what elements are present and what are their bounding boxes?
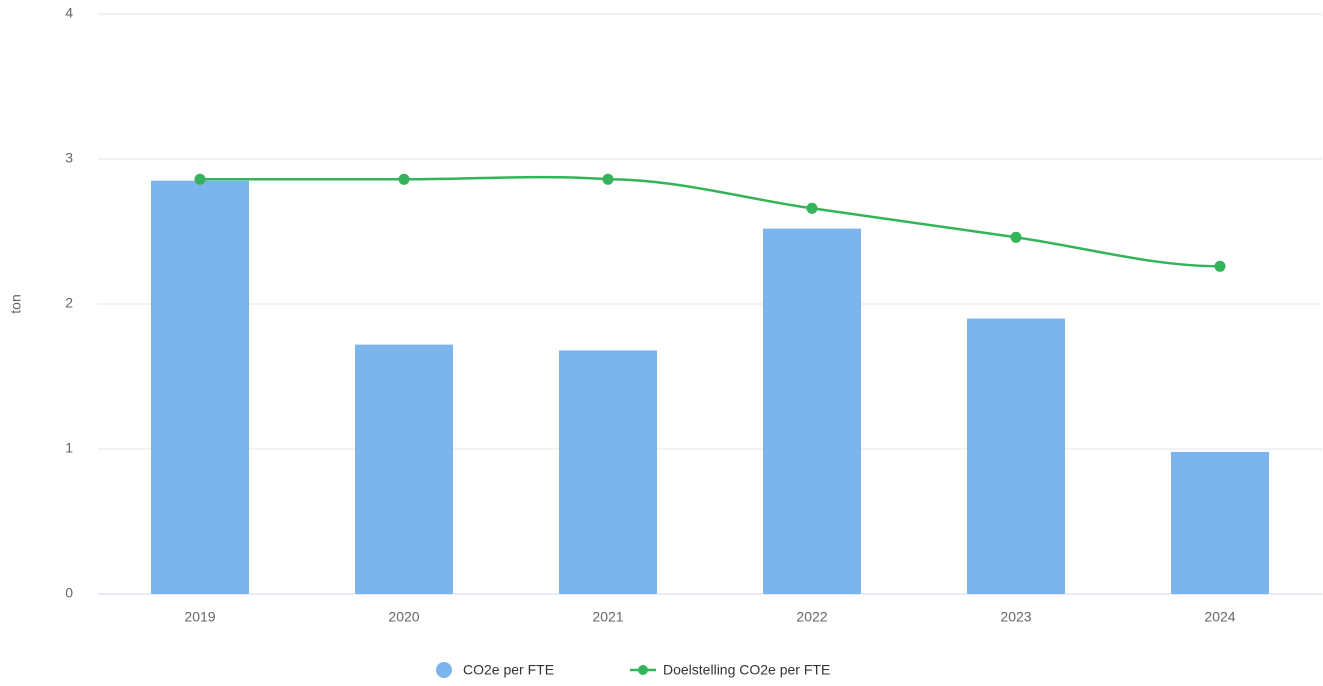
y-tick-label: 0	[65, 585, 73, 601]
bar	[151, 180, 249, 594]
line-point	[398, 173, 410, 185]
line-point	[806, 202, 818, 214]
x-tick-label: 2023	[1000, 609, 1031, 625]
legend-label: Doelstelling CO2e per FTE	[663, 662, 830, 678]
bar	[559, 350, 657, 594]
line-point	[1214, 260, 1226, 272]
legend-item: Doelstelling CO2e per FTE	[630, 662, 830, 678]
bar	[763, 228, 861, 594]
line	[200, 175, 1221, 268]
bar	[355, 344, 453, 594]
y-tick-label: 4	[65, 5, 73, 21]
legend-symbol	[638, 665, 648, 675]
x-tick-label: 2019	[184, 609, 215, 625]
x-tick-label: 2022	[796, 609, 827, 625]
line-point	[194, 173, 206, 185]
legend-label: CO2e per FTE	[463, 662, 554, 678]
legend-symbol	[436, 662, 452, 678]
y-tick-label: 3	[65, 150, 73, 166]
legend-item: CO2e per FTE	[436, 662, 554, 678]
line-point	[1010, 231, 1022, 243]
x-tick-label: 2020	[388, 609, 419, 625]
y-axis-title: ton	[8, 294, 24, 313]
bar	[1171, 451, 1269, 594]
y-tick-label: 1	[65, 440, 73, 456]
x-tick-label: 2021	[592, 609, 623, 625]
line-point	[602, 173, 614, 185]
x-tick-label: 2024	[1204, 609, 1235, 625]
y-tick-label: 2	[65, 295, 73, 311]
bar	[967, 318, 1065, 594]
